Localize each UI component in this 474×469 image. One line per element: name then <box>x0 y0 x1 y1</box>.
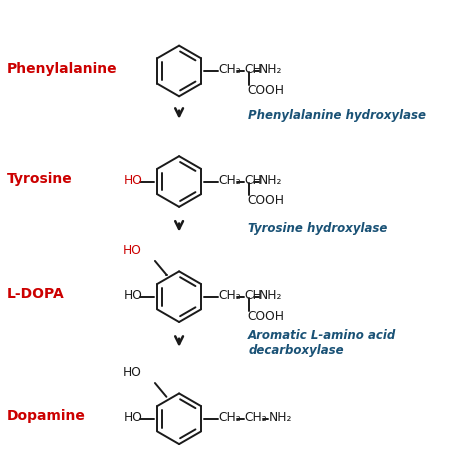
Text: CH₂: CH₂ <box>219 411 241 424</box>
Text: Aromatic L-amino acid
decarboxylase: Aromatic L-amino acid decarboxylase <box>248 329 396 357</box>
Text: NH₂: NH₂ <box>259 174 283 187</box>
Text: NH₂: NH₂ <box>268 411 292 424</box>
Text: CH: CH <box>244 63 262 76</box>
Text: COOH: COOH <box>248 310 285 323</box>
Text: CH: CH <box>244 289 262 302</box>
Text: NH₂: NH₂ <box>259 63 283 76</box>
Text: COOH: COOH <box>248 194 285 207</box>
Text: HO: HO <box>123 174 142 187</box>
Text: Dopamine: Dopamine <box>7 409 85 424</box>
Text: Tyrosine: Tyrosine <box>7 172 72 186</box>
Text: NH₂: NH₂ <box>259 289 283 302</box>
Text: Phenylalanine: Phenylalanine <box>7 61 117 76</box>
Text: CH₂: CH₂ <box>244 411 266 424</box>
Text: L-DOPA: L-DOPA <box>7 287 64 302</box>
Text: CH: CH <box>244 174 262 187</box>
Text: Phenylalanine hydroxylase: Phenylalanine hydroxylase <box>248 109 426 122</box>
Text: HO: HO <box>123 244 142 257</box>
Text: Tyrosine hydroxylase: Tyrosine hydroxylase <box>248 221 388 234</box>
Text: COOH: COOH <box>248 84 285 97</box>
Text: CH₂: CH₂ <box>219 63 241 76</box>
Text: HO: HO <box>123 411 142 424</box>
Text: CH₂: CH₂ <box>219 174 241 187</box>
Text: HO: HO <box>123 366 142 379</box>
Text: HO: HO <box>123 289 142 302</box>
Text: CH₂: CH₂ <box>219 289 241 302</box>
